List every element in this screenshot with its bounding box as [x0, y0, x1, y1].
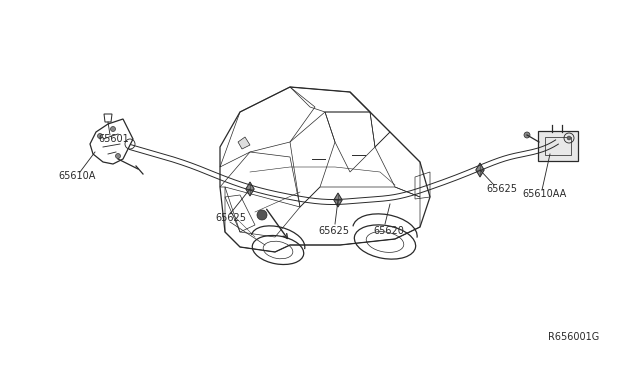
Circle shape [97, 134, 102, 138]
Polygon shape [334, 193, 342, 207]
Text: 65625: 65625 [486, 184, 517, 194]
Circle shape [257, 210, 267, 220]
Polygon shape [476, 163, 484, 177]
Text: 65610AA: 65610AA [522, 189, 566, 199]
Polygon shape [238, 137, 250, 149]
Circle shape [567, 136, 571, 140]
Circle shape [111, 126, 115, 131]
Text: 65625: 65625 [215, 213, 246, 223]
Circle shape [524, 132, 530, 138]
Text: 65610A: 65610A [58, 171, 95, 181]
Circle shape [115, 154, 120, 158]
Polygon shape [246, 182, 254, 196]
Text: R656001G: R656001G [548, 332, 599, 342]
FancyBboxPatch shape [538, 131, 578, 161]
Text: 65625: 65625 [318, 226, 349, 236]
Text: 65601: 65601 [98, 134, 129, 144]
Text: 65620: 65620 [373, 226, 404, 236]
